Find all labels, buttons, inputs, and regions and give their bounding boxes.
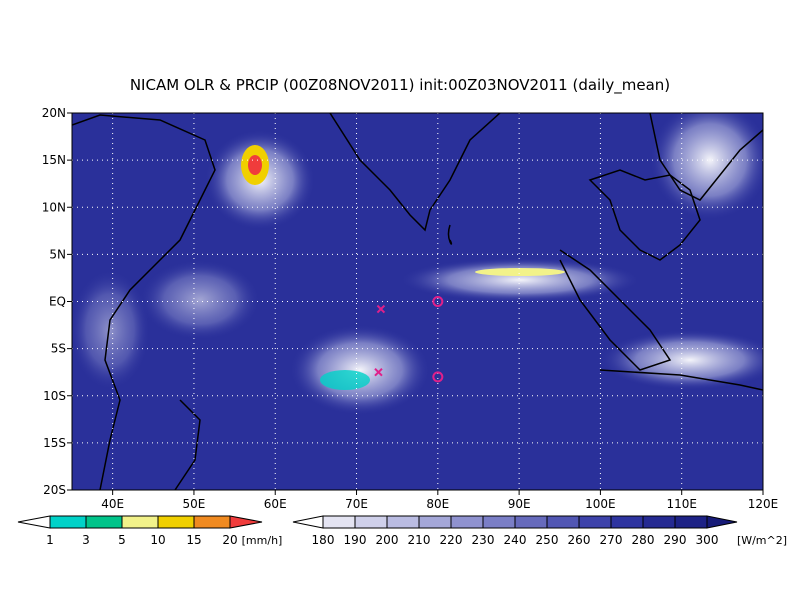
colorbar-box (157, 515, 195, 529)
marker-cross (376, 304, 386, 314)
colorbar-label: 240 (504, 533, 527, 547)
field (72, 113, 763, 490)
colorbar-label: 3 (82, 533, 90, 547)
lon-tick-label: 110E (666, 497, 697, 511)
colorbar-label: 10 (150, 533, 165, 547)
colorbar-label: 230 (472, 533, 495, 547)
colorbar-label: 5 (118, 533, 126, 547)
colorbar-arrow (229, 515, 263, 529)
colorbar-unit: [mm/h] (242, 534, 283, 547)
lat-tick-label: 15N (42, 153, 66, 167)
lat-tick-label: 20S (43, 483, 66, 497)
lat-tick-label: 10S (43, 389, 66, 403)
lon-tick-label: 40E (101, 497, 124, 511)
lat-tick-label: 5N (49, 247, 66, 261)
colorbar-box (85, 515, 123, 529)
marker-cross (374, 367, 383, 377)
colorbar-box (450, 515, 484, 529)
colorbar-label: 180 (312, 533, 335, 547)
colorbar-box (193, 515, 231, 529)
colorbar-unit: [W/m^2] (737, 534, 787, 547)
lon-tick-label: 90E (508, 497, 531, 511)
lon-tick-label: 50E (183, 497, 206, 511)
marker-circle (432, 371, 444, 383)
lat-tick-label: 5S (51, 342, 66, 356)
lat-tick-label: 15S (43, 436, 66, 450)
lon-tick-label: 70E (345, 497, 368, 511)
colorbar-box (121, 515, 159, 529)
colorbar-arrow (706, 515, 738, 529)
colorbar-label: 15 (186, 533, 201, 547)
colorbar-box (418, 515, 452, 529)
colorbar-arrow (292, 515, 324, 529)
colorbar-box (546, 515, 580, 529)
map-title: NICAM OLR & PRCIP (00Z08NOV2011) init:00… (130, 76, 670, 95)
colorbar-arrow (17, 515, 51, 529)
colorbar-label: 300 (696, 533, 719, 547)
colorbar-label: 290 (664, 533, 687, 547)
lon-tick-label: 60E (264, 497, 287, 511)
colorbar-box (386, 515, 420, 529)
colorbar-box (514, 515, 548, 529)
lat-tick-label: EQ (49, 295, 66, 309)
colorbar-box (578, 515, 612, 529)
marker-circle (432, 296, 444, 307)
colorbar-label: 210 (408, 533, 431, 547)
colorbar-box (642, 515, 676, 529)
lat-tick-label: 20N (42, 106, 66, 120)
lon-tick-label: 80E (426, 497, 449, 511)
colorbar-label: 250 (536, 533, 559, 547)
colorbar-label: 270 (600, 533, 623, 547)
colorbar-label: 260 (568, 533, 591, 547)
lon-tick-label: 100E (585, 497, 616, 511)
colorbar-label: 200 (376, 533, 399, 547)
colorbar-label: 220 (440, 533, 463, 547)
lat-tick-label: 10N (42, 200, 66, 214)
colorbar-box (674, 515, 708, 529)
lon-tick-label: 120E (748, 497, 779, 511)
colorbar-box (322, 515, 356, 529)
colorbar-box (482, 515, 516, 529)
colorbar-label: 280 (632, 533, 655, 547)
colorbar-box (49, 515, 87, 529)
colorbar-label: 1 (46, 533, 54, 547)
colorbar-label: 190 (344, 533, 367, 547)
colorbar-label: 20 (222, 533, 237, 547)
colorbar-box (610, 515, 644, 529)
colorbar-box (354, 515, 388, 529)
